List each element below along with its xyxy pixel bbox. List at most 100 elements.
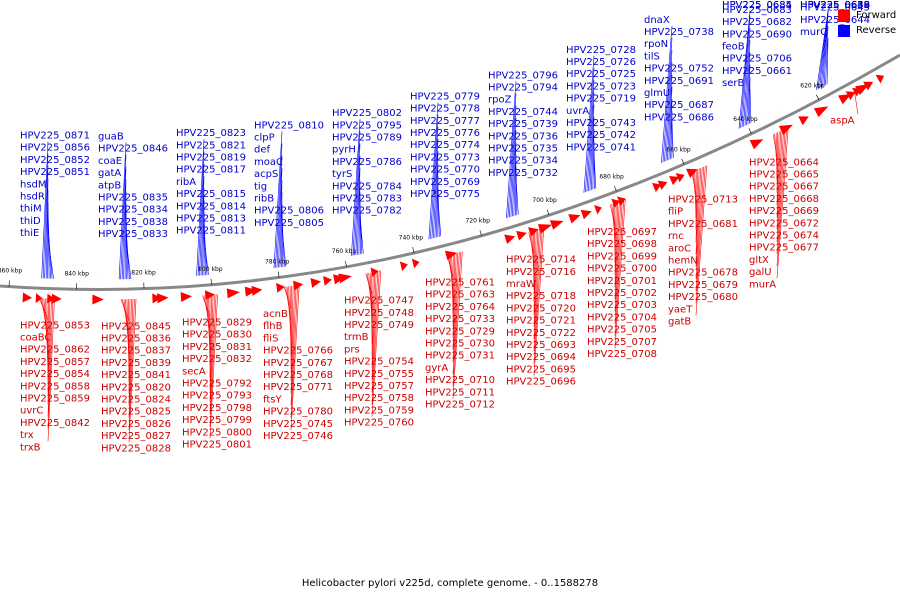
gene-label: HPV225_0732: [488, 168, 558, 179]
leader-line: [128, 299, 131, 394]
leader-line: [670, 99, 673, 160]
gene-feature: [197, 270, 199, 281]
gene-feature: [778, 124, 793, 135]
gene-label: HPV225_0764: [425, 302, 495, 313]
gene-feature: [152, 293, 162, 304]
gene-label: HPV225_0683: [722, 5, 792, 16]
leader-line: [290, 284, 300, 430]
gene-feature: [875, 74, 885, 84]
leader-line: [371, 271, 376, 368]
gene-label: HPV225_0814: [176, 201, 246, 212]
gene-label: mraW: [506, 279, 536, 290]
leader-line: [275, 143, 283, 268]
gene-label: HPV225_0729: [425, 326, 495, 337]
leader-line: [671, 123, 674, 158]
scale-tick-label: 620 kbp: [800, 83, 825, 90]
leader-line: [593, 153, 597, 189]
leader-line: [47, 298, 51, 405]
leader-line: [747, 64, 751, 125]
gene-label: HPV225_0805: [254, 218, 324, 229]
gene-label: HPV225_0712: [425, 400, 495, 411]
gene-label: HPV225_0735: [488, 144, 558, 155]
gene-label: HPV225_0779: [410, 91, 480, 102]
gene-feature: [737, 123, 743, 133]
gene-label: HPV225_0697: [587, 227, 657, 238]
gene-feature: [446, 229, 450, 240]
legend-label: Forward: [856, 10, 897, 21]
leader-line: [586, 80, 595, 192]
gene-label: HPV225_0743: [566, 118, 636, 129]
gene-label: glmU: [644, 88, 670, 99]
gene-label: HPV225_0852: [20, 155, 90, 166]
gene-label: HPV225_0680: [668, 292, 738, 303]
gene-label: HPV225_0669: [749, 206, 819, 217]
gene-feature: [781, 102, 786, 112]
gene-feature: [326, 255, 328, 266]
gene-label: gatB: [668, 317, 691, 328]
gene-label: HPV225_0851: [20, 167, 90, 178]
gene-label: HPV225_0686: [644, 112, 714, 123]
gene-feature: [255, 265, 258, 276]
leader-line: [290, 285, 292, 369]
gene-label: hsdR: [20, 191, 45, 202]
gene-label: hsdM: [20, 179, 47, 190]
leader-line: [128, 299, 134, 418]
leader-line: [128, 299, 130, 382]
gene-label: acnB: [263, 309, 288, 320]
gene-label: HPV225_0810: [254, 120, 324, 131]
gene-feature: [748, 118, 753, 128]
leader-line: [355, 155, 361, 256]
gene-label: HPV225_0699: [587, 251, 657, 262]
gene-label: HPV225_0679: [668, 280, 738, 291]
gene-label: HPV225_0802: [332, 108, 402, 119]
gene-feature: [251, 285, 263, 296]
gene-feature: [568, 214, 581, 224]
gene-feature: [611, 198, 620, 209]
gene-label: HPV225_0759: [344, 405, 414, 416]
gene-label: HPV225_0708: [587, 349, 657, 360]
gene-feature: [549, 220, 564, 230]
gene-label: HPV225_0841: [101, 370, 171, 381]
gene-feature: [174, 272, 176, 283]
gene-label: HPV225_0842: [20, 418, 90, 429]
gene-label: HPV225_0702: [587, 288, 657, 299]
gene-feature: [638, 166, 643, 176]
leader-line: [128, 298, 137, 443]
leader-line: [209, 294, 212, 390]
leader-line: [510, 117, 517, 217]
leader-line: [371, 271, 377, 381]
gene-label: HPV225_0681: [668, 219, 738, 230]
gene-label: HPV225_0839: [101, 358, 171, 369]
gene-label: HPV225_0718: [506, 291, 576, 302]
gene-label: thiE: [20, 228, 39, 239]
leader-line: [371, 270, 382, 417]
gene-label: HPV225_0734: [488, 156, 558, 167]
gene-feature: [703, 139, 708, 149]
gene-label: HPV225_0632: [800, 0, 870, 11]
gene-label: HPV225_0811: [176, 226, 246, 237]
gene-label: HPV225_0707: [587, 337, 657, 348]
gene-label: HPV225_0706: [722, 54, 792, 65]
gene-label: aroC: [668, 243, 691, 254]
scale-tick: [815, 94, 820, 101]
gene-label: ribB: [254, 194, 274, 205]
leader-line: [452, 251, 462, 387]
leader-line: [371, 272, 374, 356]
leader-line: [744, 40, 751, 126]
gene-label: HPV225_0713: [668, 195, 738, 206]
gene-label: HPV225_0775: [410, 189, 480, 200]
gene-label: HPV225_0731: [425, 351, 495, 362]
gene-label: hemN: [668, 256, 698, 267]
gene-label: HPV225_0672: [749, 218, 819, 229]
gene-label: pyrH: [332, 145, 356, 156]
gene-feature: [169, 272, 171, 283]
gene-feature: [706, 138, 711, 148]
gene-label: HPV225_0667: [749, 182, 819, 193]
scale-tick: [546, 209, 550, 216]
gene-feature: [376, 245, 379, 256]
gene-label: HPV225_0827: [101, 431, 171, 442]
scale-tick: [614, 185, 617, 192]
gene-label: prs: [344, 344, 360, 355]
leader-line: [823, 13, 829, 86]
